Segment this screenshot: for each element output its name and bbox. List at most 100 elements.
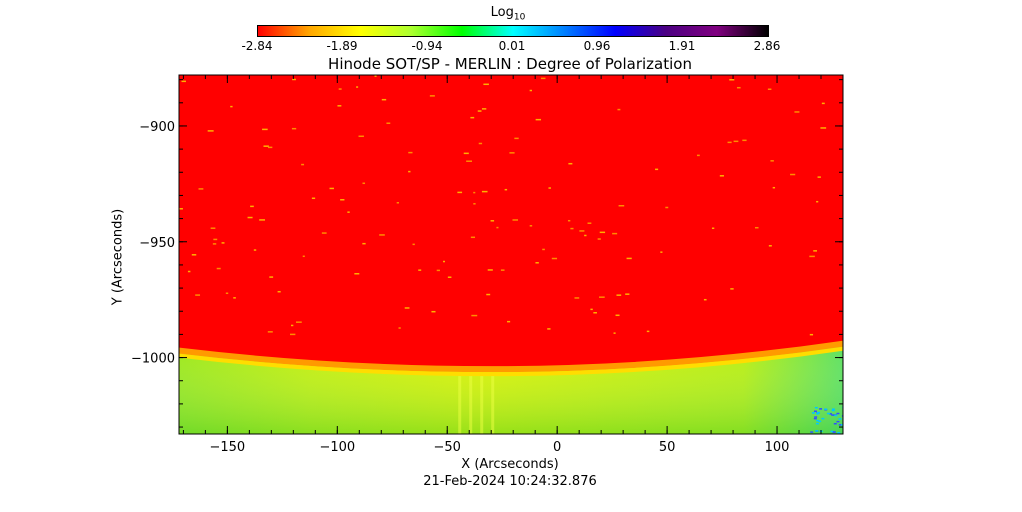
colorbar-tick-label: 0.01 xyxy=(498,39,526,53)
heatmap-speckle xyxy=(289,333,296,336)
heatmap-speckle xyxy=(833,422,837,425)
heatmap-speckle xyxy=(616,294,622,296)
heatmap-speckle xyxy=(379,234,385,236)
heatmap-speckle xyxy=(290,324,294,327)
heatmap-speckle xyxy=(794,111,800,113)
heatmap-speckle xyxy=(834,414,838,417)
y-tick-label: −900 xyxy=(139,120,175,135)
heatmap-speckle xyxy=(841,424,843,426)
heatmap-speckle xyxy=(816,200,819,203)
heatmap-speckle xyxy=(625,293,630,295)
heatmap-speckle xyxy=(827,412,831,415)
y-tick-label: −950 xyxy=(139,236,175,251)
heatmap-speckle xyxy=(809,333,814,336)
chart-title: Hinode SOT/SP - MERLIN : Degree of Polar… xyxy=(328,55,692,73)
heatmap-speckle xyxy=(225,292,229,295)
heatmap-speckle xyxy=(613,332,616,334)
x-tick-label: 50 xyxy=(659,440,676,455)
heatmap-speckle xyxy=(567,219,571,222)
heatmap-speckle xyxy=(535,262,539,264)
heatmap-speckle xyxy=(837,432,841,434)
heatmap-speckle xyxy=(263,145,269,147)
heatmap-speckle xyxy=(665,206,669,209)
heatmap-speckle xyxy=(813,250,817,252)
heatmap-speckle xyxy=(540,77,546,80)
heatmap-speckle xyxy=(579,230,585,232)
heatmap-speckle xyxy=(818,420,822,423)
heatmap-speckle xyxy=(816,413,820,415)
heatmap-streak xyxy=(480,376,484,434)
heatmap-speckle xyxy=(473,203,476,205)
heatmap-speckle xyxy=(831,414,835,416)
heatmap-speckle xyxy=(696,154,700,157)
colorbar-label: Log10 xyxy=(491,5,526,23)
colorbar xyxy=(257,25,769,37)
heatmap-speckle xyxy=(599,296,605,298)
heatmap-speckle xyxy=(210,227,216,229)
heatmap-speckle xyxy=(660,251,663,253)
heatmap-speckle xyxy=(267,331,273,333)
heatmap-speckle xyxy=(551,257,558,260)
timestamp: 21-Feb-2024 10:24:32.876 xyxy=(423,474,597,489)
heatmap-speckle xyxy=(813,417,817,420)
heatmap-speckle xyxy=(250,205,254,208)
heatmap-speckle xyxy=(811,412,815,414)
heatmap-speckle xyxy=(478,142,483,145)
heatmap-speckle xyxy=(470,116,475,119)
heatmap-speckle xyxy=(529,225,533,227)
heatmap-speckle xyxy=(820,127,827,129)
heatmap-speckle xyxy=(815,422,819,425)
heatmap-speckle xyxy=(291,127,297,130)
heatmap-speckle xyxy=(490,220,495,222)
heatmap-speckle xyxy=(838,424,842,426)
heatmap-speckle xyxy=(301,163,305,166)
heatmap-speckle xyxy=(362,242,366,245)
heatmap-speckle xyxy=(362,182,366,185)
heatmap-speckle xyxy=(841,415,843,417)
heatmap-speckle xyxy=(481,190,488,193)
heatmap-speckle xyxy=(259,219,266,221)
heatmap-speckle xyxy=(646,330,650,333)
heatmap-speckle xyxy=(809,255,815,258)
heatmap-speckle xyxy=(302,255,305,258)
heatmap-speckle xyxy=(321,232,327,234)
heatmap-speckle xyxy=(466,160,473,162)
heatmap-speckle xyxy=(198,188,204,190)
x-tick-label: 100 xyxy=(765,440,790,455)
heatmap-speckle xyxy=(412,243,415,246)
heatmap-speckle xyxy=(824,408,828,410)
heatmap-speckle xyxy=(547,328,551,330)
heatmap-limb-edge-outer xyxy=(179,340,843,373)
heatmap-speckle xyxy=(836,420,840,423)
heatmap-speckle xyxy=(542,248,545,251)
heatmap-speckle xyxy=(733,140,739,143)
heatmap-speckle xyxy=(810,431,814,433)
heatmap-speckle xyxy=(358,135,364,138)
heatmap-speckle xyxy=(191,254,197,256)
heatmap-speckle xyxy=(311,197,316,200)
heatmap-speckle xyxy=(481,108,487,110)
heatmap-speckle xyxy=(838,418,842,420)
colorbar-tick-label: -2.84 xyxy=(241,39,273,53)
heatmap-speckle xyxy=(626,257,632,260)
heatmap-speckle xyxy=(507,320,511,323)
heatmap-speckle xyxy=(727,141,732,144)
heatmap-speckle xyxy=(396,202,400,204)
heatmap-speckle xyxy=(374,75,377,77)
heatmap-speckle xyxy=(836,412,840,415)
heatmap-speckle xyxy=(347,211,350,213)
x-axis-label: X (Arcseconds) xyxy=(461,457,559,472)
colorbar-label-base: Log xyxy=(490,5,514,20)
heatmap-speckle xyxy=(730,288,734,290)
heatmap-speckle xyxy=(195,294,201,296)
x-tick-label: 0 xyxy=(553,440,561,455)
heatmap-speckle xyxy=(615,314,620,317)
heatmap-speckle xyxy=(340,199,345,201)
heatmap-speckle xyxy=(418,269,422,271)
heatmap-speckle xyxy=(514,137,519,140)
heatmap-streak xyxy=(491,376,495,434)
heatmap-speckle xyxy=(821,102,825,105)
heatmap-speckle xyxy=(292,78,296,81)
heatmap-speckle xyxy=(830,430,834,433)
heatmap-speckle xyxy=(500,269,505,271)
